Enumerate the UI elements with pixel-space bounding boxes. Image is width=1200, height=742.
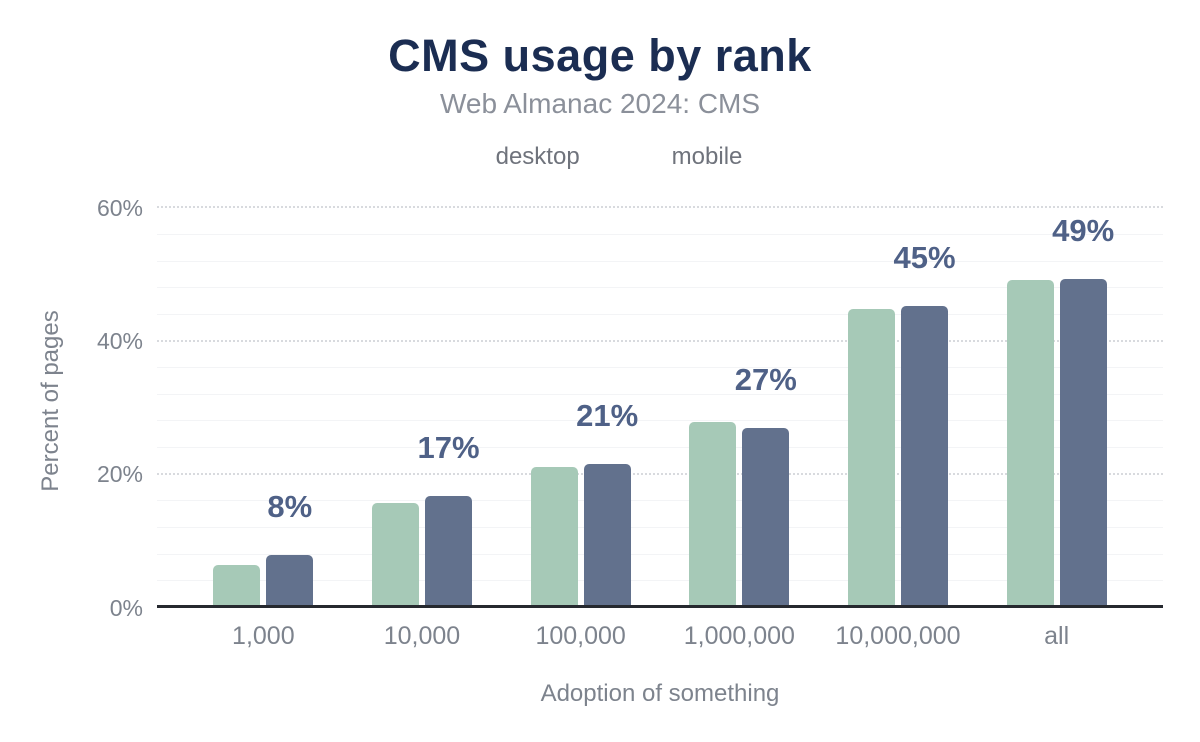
x-tick-label: all — [1044, 622, 1070, 650]
legend-label-desktop: desktop — [495, 143, 580, 170]
legend-item-mobile: mobile — [634, 143, 743, 171]
bar-desktop-2[interactable] — [530, 467, 578, 608]
legend-item-desktop: desktop — [458, 143, 580, 171]
x-tick-label: 10,000 — [383, 622, 461, 650]
y-tick-label: 20% — [96, 461, 143, 488]
bar-group: 45% 10,000,000 — [819, 195, 978, 650]
gridline-major — [157, 339, 1163, 342]
y-tick-label: 60% — [96, 194, 143, 221]
gridline-minor — [157, 393, 1163, 395]
bar-mobile-0[interactable] — [266, 555, 314, 608]
bar-mobile-3[interactable] — [742, 428, 790, 608]
bar-mobile-5[interactable] — [1059, 278, 1107, 608]
gridline-minor — [157, 287, 1163, 289]
x-axis-title: Adoption of something — [540, 680, 780, 707]
bar-group: 21% 100,000 — [501, 195, 660, 650]
plot-area: 0% 20% 40% 60% 8% 1,000 17% 10,000 21% 100,000 27%… — [97, 195, 1163, 650]
value-label: 17% — [417, 430, 480, 466]
gridline-major — [157, 472, 1163, 475]
gridline-minor — [157, 367, 1163, 369]
bar-mobile-2[interactable] — [583, 464, 631, 608]
bar-desktop-4[interactable] — [847, 308, 895, 608]
legend-label-mobile: mobile — [671, 143, 743, 170]
chart-title: CMS usage by rank — [388, 30, 812, 81]
gridline-minor — [157, 233, 1163, 235]
y-tick-label: 40% — [96, 328, 143, 355]
gridline-minor — [157, 553, 1163, 555]
bar-group: 27% 1,000,000 — [660, 195, 819, 650]
gridline-major — [157, 206, 1163, 209]
chart-subtitle: Web Almanac 2024: CMS — [439, 88, 761, 119]
x-tick-label: 1,000,000 — [683, 622, 795, 650]
gridline-minor — [157, 500, 1163, 502]
desktop-swatch-icon — [458, 146, 480, 168]
bar-desktop-5[interactable] — [1006, 279, 1054, 608]
legend: desktop mobile — [0, 143, 1200, 171]
bar-mobile-4[interactable] — [900, 305, 948, 608]
bar-desktop-3[interactable] — [689, 422, 737, 608]
value-label: 45% — [893, 239, 956, 275]
gridline-minor — [157, 580, 1163, 582]
bar-group: 8% 1,000 — [184, 195, 343, 650]
bar-group: 17% 10,000 — [343, 195, 502, 650]
gridline-minor — [157, 313, 1163, 315]
value-label: 8% — [267, 489, 313, 525]
bar-desktop-1[interactable] — [371, 503, 419, 608]
x-tick-label: 1,000 — [232, 622, 295, 650]
gridline-minor — [157, 447, 1163, 449]
x-axis-line — [157, 605, 1163, 608]
gridline-minor — [157, 420, 1163, 422]
bar-group: 49% all — [977, 195, 1136, 650]
value-label: 21% — [576, 398, 639, 434]
gridline-minor — [157, 527, 1163, 529]
value-label: 49% — [1052, 212, 1115, 248]
x-tick-label: 10,000,000 — [835, 622, 961, 650]
bar-desktop-0[interactable] — [213, 565, 261, 608]
y-tick-label: 0% — [109, 594, 143, 621]
x-tick-label: 100,000 — [535, 622, 626, 650]
value-label: 27% — [734, 362, 797, 398]
gridline-minor — [157, 260, 1163, 262]
mobile-swatch-icon — [634, 146, 656, 168]
bar-mobile-1[interactable] — [424, 496, 472, 608]
